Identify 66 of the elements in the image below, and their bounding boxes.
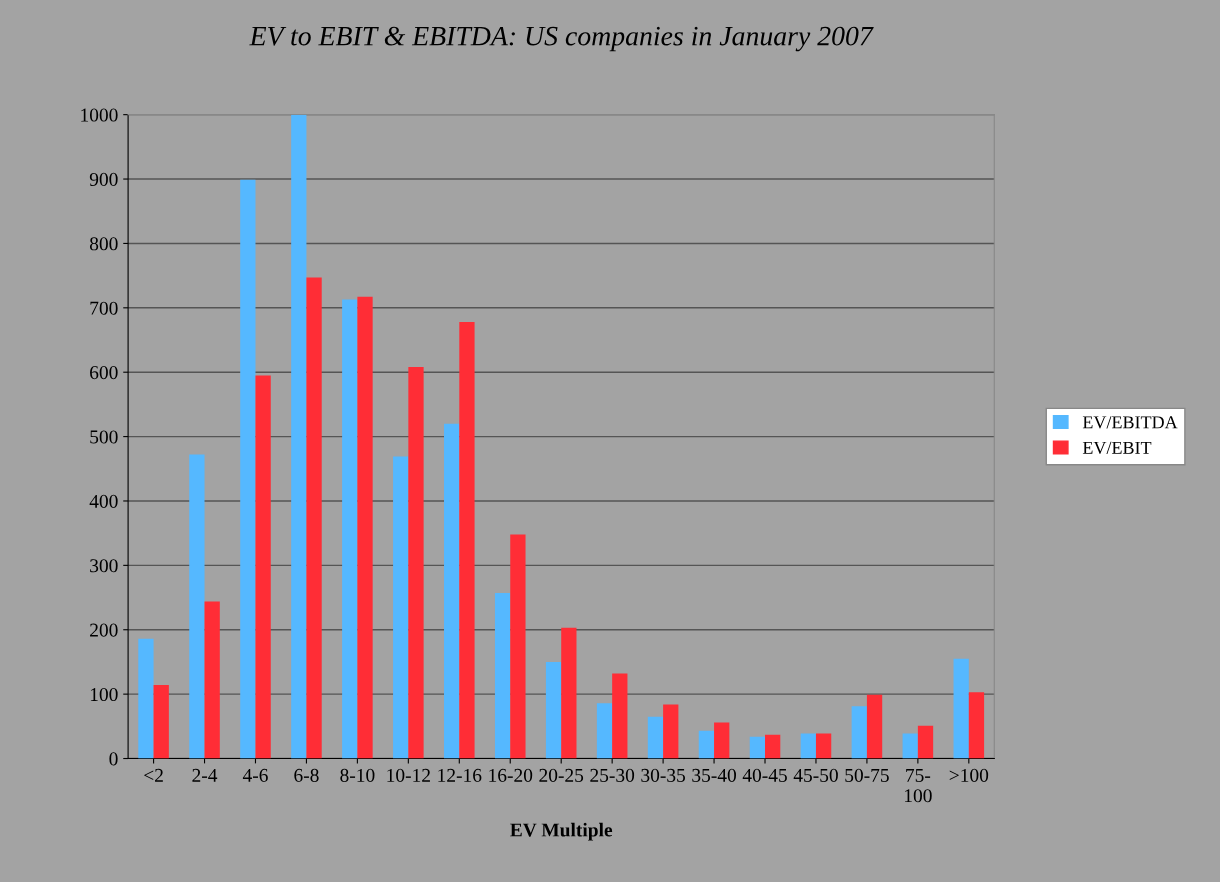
y-tick-label: 100 — [90, 687, 118, 702]
legend-label: EV/EBIT — [1082, 441, 1152, 455]
bar — [902, 733, 918, 759]
x-tick-label: 30-35 — [641, 768, 686, 782]
bar — [444, 423, 460, 759]
bar — [545, 661, 562, 759]
bar — [714, 722, 730, 759]
x-tick-label: >100 — [949, 768, 989, 782]
chart-title: EV to EBIT & EBITDA: US companies in January 2007 — [249, 26, 874, 52]
bar — [561, 627, 577, 759]
y-tick-label: 0 — [109, 752, 118, 766]
x-tick-label: 45-50 — [793, 768, 838, 782]
x-tick-label: 4-6 — [242, 768, 268, 782]
y-tick-label: 800 — [89, 237, 118, 251]
y-tick-label: 900 — [89, 172, 118, 186]
bar — [393, 456, 409, 759]
x-tick-label: 25-30 — [590, 768, 635, 782]
x-tick-label: 75- 100 — [905, 769, 932, 803]
bar — [866, 694, 883, 759]
x-tick-label: 8-10 — [340, 768, 375, 782]
bar — [510, 534, 526, 759]
bar — [408, 367, 424, 759]
bar — [153, 685, 169, 759]
bar — [596, 703, 613, 759]
bar — [698, 730, 715, 759]
bar — [800, 733, 816, 759]
bar — [138, 638, 154, 759]
x-tick-label: 12-16 — [438, 768, 482, 782]
bar — [647, 716, 664, 759]
x-tick-label: 50-75 — [845, 768, 889, 782]
bar — [459, 321, 475, 759]
bar — [953, 658, 969, 759]
x-tick-label: 10-12 — [387, 768, 430, 782]
x-tick-label: 20-25 — [539, 768, 584, 782]
y-tick-label: 500 — [90, 430, 118, 444]
bar — [255, 375, 271, 759]
x-tick-label: 35-40 — [692, 768, 736, 782]
y-tick-label: 300 — [90, 559, 118, 573]
bar — [306, 277, 322, 759]
x-tick-label: 40-45 — [742, 768, 787, 782]
y-tick-label: 200 — [90, 623, 118, 637]
x-tick-label: 2-4 — [192, 768, 218, 782]
y-tick-label: 1000 — [81, 108, 118, 122]
bar — [917, 725, 934, 759]
bar — [494, 593, 511, 759]
bar — [815, 733, 832, 759]
bar — [357, 296, 373, 759]
bar — [342, 299, 358, 759]
bar — [189, 454, 205, 759]
bar — [851, 706, 867, 759]
bar — [204, 601, 220, 759]
x-tick-label: 6-8 — [294, 768, 319, 782]
x-axis-title: EV Multiple — [510, 822, 613, 841]
y-tick-label: 400 — [89, 494, 118, 508]
bar — [240, 179, 256, 759]
bar — [291, 114, 307, 759]
bar — [765, 734, 781, 759]
x-tick-label: <2 — [144, 768, 163, 782]
bar — [968, 692, 985, 759]
bar — [612, 673, 628, 759]
bar — [663, 704, 679, 759]
y-tick-label: 700 — [90, 301, 118, 315]
x-tick-label: 16-20 — [489, 768, 533, 782]
y-tick-label: 600 — [90, 366, 118, 380]
legend-label: EV/EBITDA — [1082, 416, 1178, 429]
bar — [749, 736, 766, 759]
